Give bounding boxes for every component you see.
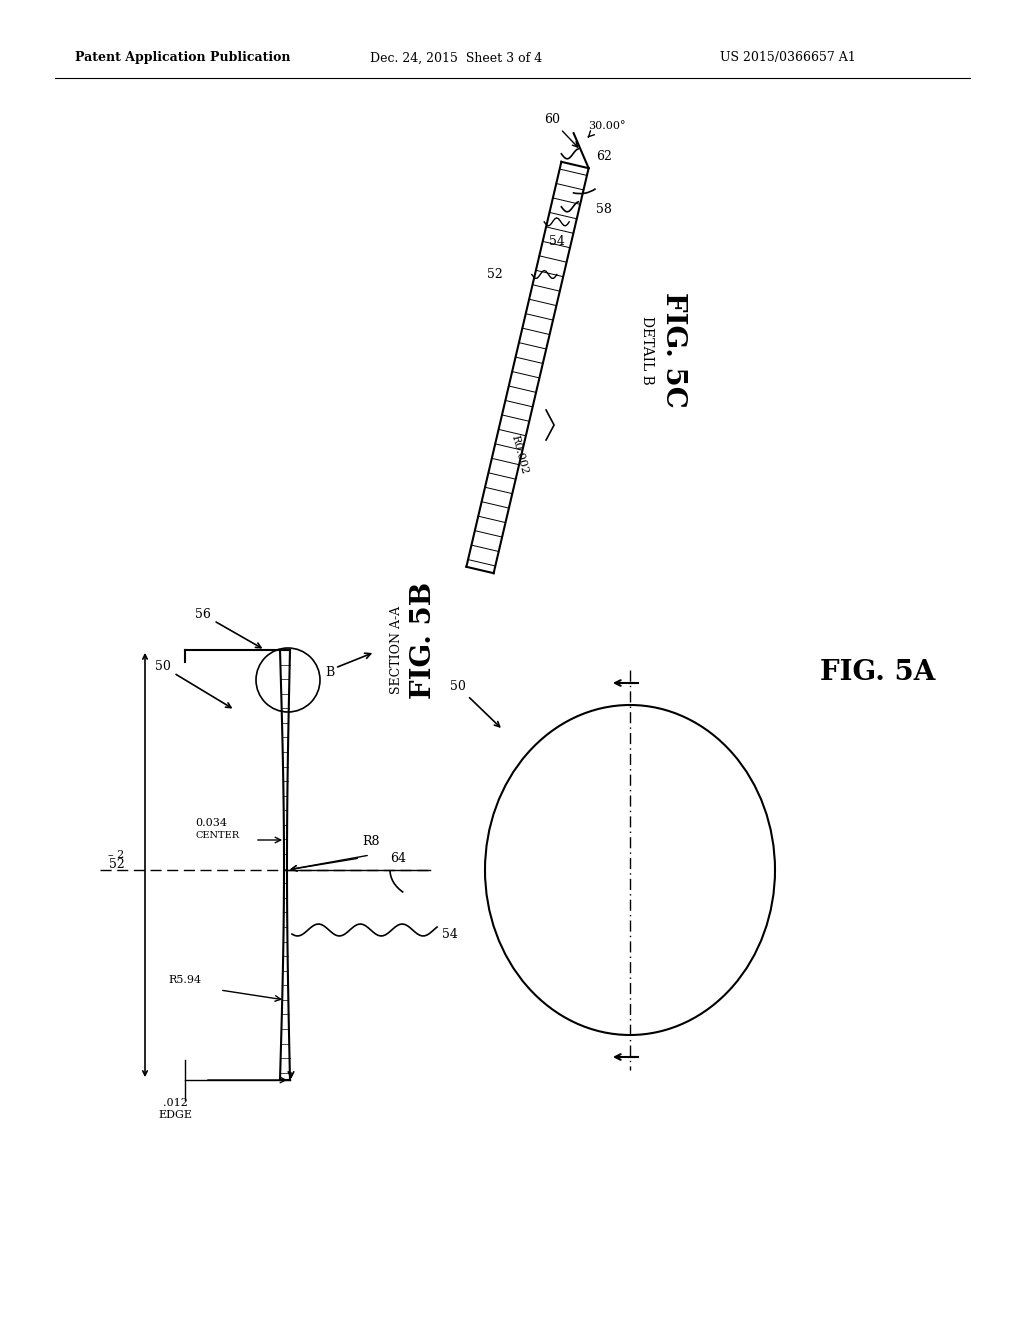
- Text: 58: 58: [596, 203, 612, 216]
- Text: R8: R8: [362, 836, 380, 847]
- Text: 52: 52: [486, 268, 503, 281]
- Text: 64: 64: [390, 851, 406, 865]
- Text: 50: 50: [155, 660, 231, 708]
- Text: CENTER: CENTER: [195, 832, 240, 840]
- Text: R0.002: R0.002: [510, 434, 529, 475]
- Text: US 2015/0366657 A1: US 2015/0366657 A1: [720, 51, 856, 65]
- Text: 54: 54: [549, 235, 565, 248]
- Text: FIG. 5C: FIG. 5C: [660, 292, 687, 408]
- Text: Dec. 24, 2015  Sheet 3 of 4: Dec. 24, 2015 Sheet 3 of 4: [370, 51, 543, 65]
- Text: DETAIL B: DETAIL B: [640, 315, 654, 384]
- Text: 50: 50: [450, 680, 500, 727]
- Text: 56: 56: [195, 609, 261, 648]
- Text: – 2: – 2: [108, 850, 124, 861]
- Text: B: B: [325, 665, 334, 678]
- Text: R5.94: R5.94: [168, 975, 201, 985]
- Text: 52: 52: [110, 858, 125, 871]
- Text: FIG. 5B: FIG. 5B: [410, 581, 437, 698]
- Text: 0.034: 0.034: [195, 818, 227, 828]
- Text: 62: 62: [596, 150, 612, 164]
- Text: EDGE: EDGE: [158, 1110, 193, 1119]
- Text: 60: 60: [544, 114, 578, 147]
- Text: FIG. 5A: FIG. 5A: [820, 659, 935, 685]
- Text: 30.00°: 30.00°: [588, 121, 626, 131]
- Text: Patent Application Publication: Patent Application Publication: [75, 51, 291, 65]
- Text: .012: .012: [163, 1098, 187, 1107]
- Text: SECTION A-A: SECTION A-A: [390, 606, 403, 694]
- Text: 54: 54: [442, 928, 458, 941]
